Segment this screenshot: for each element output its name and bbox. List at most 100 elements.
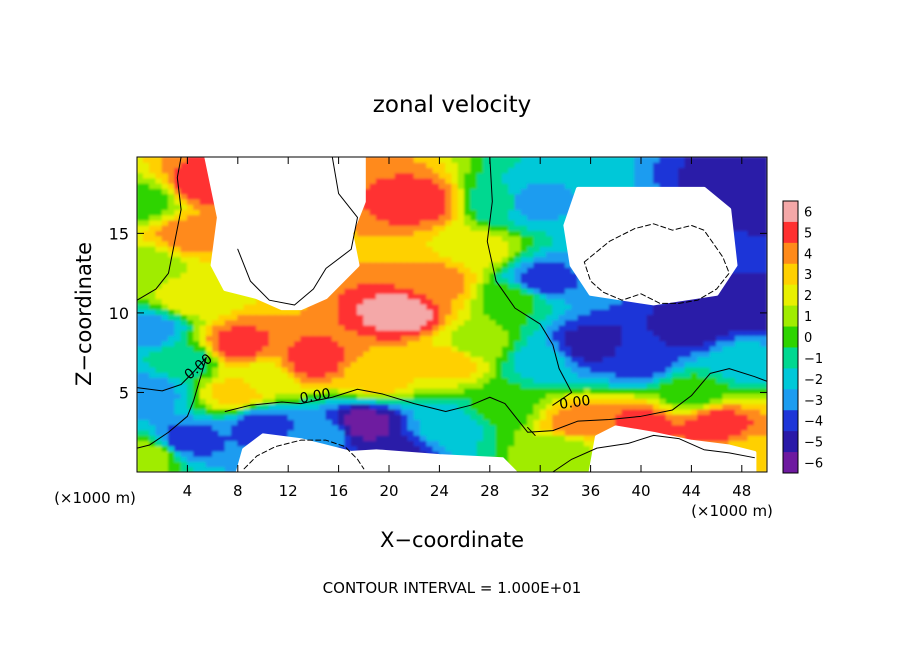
- field-cell: [161, 303, 169, 310]
- field-cell: [653, 314, 661, 321]
- field-cell: [256, 413, 264, 420]
- field-cell: [470, 440, 478, 447]
- field-cell: [621, 172, 629, 179]
- field-cell: [583, 298, 592, 305]
- field-cell: [300, 413, 308, 420]
- field-cell: [388, 314, 396, 321]
- field-cell: [256, 361, 264, 368]
- field-cell: [218, 335, 226, 342]
- field-cell: [438, 392, 447, 399]
- field-cell: [520, 224, 529, 231]
- field-cell: [325, 429, 333, 436]
- field-cell: [174, 461, 182, 468]
- field-cell: [451, 203, 459, 210]
- field-cell: [508, 245, 516, 252]
- field-cell: [369, 224, 377, 231]
- field-cell: [527, 345, 535, 352]
- field-cell: [363, 356, 371, 363]
- field-cell: [268, 366, 277, 373]
- field-cell: [640, 413, 648, 420]
- field-cell: [161, 340, 169, 347]
- field-cell: [161, 282, 169, 289]
- field-cell: [401, 261, 409, 268]
- field-cell: [445, 335, 453, 342]
- field-cell: [552, 272, 560, 279]
- field-cell: [646, 167, 655, 174]
- field-cell: [590, 392, 598, 399]
- field-cell: [432, 224, 440, 231]
- field-cell: [596, 172, 604, 179]
- field-cell: [533, 314, 541, 321]
- field-cell: [319, 319, 327, 326]
- field-cell: [495, 419, 503, 426]
- field-cell: [571, 335, 579, 342]
- field-cell: [583, 345, 592, 352]
- field-cell: [155, 398, 163, 405]
- field-cell: [539, 188, 547, 195]
- field-cell: [577, 172, 585, 179]
- field-cell: [426, 440, 434, 447]
- field-cell: [609, 356, 617, 363]
- field-cell: [319, 398, 327, 405]
- field-cell: [508, 419, 516, 426]
- field-cell: [514, 177, 522, 184]
- field-cell: [149, 314, 157, 321]
- field-cell: [432, 324, 440, 331]
- field-cell: [476, 303, 484, 310]
- field-cell: [218, 429, 226, 436]
- field-cell: [533, 256, 541, 263]
- field-cell: [369, 408, 377, 415]
- field-cell: [552, 382, 560, 389]
- field-cell: [527, 377, 535, 384]
- field-cell: [161, 403, 169, 410]
- field-cell: [205, 282, 214, 289]
- field-cell: [174, 371, 182, 378]
- field-cell: [212, 277, 220, 284]
- field-cell: [401, 329, 409, 336]
- field-cell: [256, 303, 264, 310]
- field-cell: [149, 188, 157, 195]
- field-cell: [363, 177, 371, 184]
- field-cell: [168, 235, 176, 242]
- field-cell: [627, 172, 636, 179]
- field-cell: [149, 350, 157, 357]
- field-cell: [533, 298, 541, 305]
- field-cell: [407, 282, 415, 289]
- field-cell: [464, 319, 472, 326]
- field-cell: [325, 361, 333, 368]
- field-cell: [501, 161, 510, 168]
- field-cell: [394, 371, 403, 378]
- field-cell: [476, 256, 484, 263]
- field-cell: [186, 350, 195, 357]
- field-cell: [615, 377, 623, 384]
- field-cell: [483, 261, 491, 268]
- field-cell: [382, 240, 390, 247]
- field-cell: [438, 434, 447, 441]
- field-cell: [495, 224, 503, 231]
- field-cell: [552, 245, 560, 252]
- field-cell: [590, 403, 598, 410]
- field-cell: [583, 335, 592, 342]
- field-cell: [470, 203, 478, 210]
- field-cell: [174, 466, 182, 472]
- field-cell: [508, 392, 516, 399]
- field-cell: [388, 161, 396, 168]
- field-cell: [420, 230, 428, 237]
- field-cell: [457, 293, 466, 300]
- field-cell: [489, 235, 497, 242]
- field-cell: [413, 345, 421, 352]
- field-cell: [382, 403, 390, 410]
- field-cell: [483, 177, 491, 184]
- field-cell: [193, 461, 201, 468]
- field-cell: [558, 392, 566, 399]
- field-cell: [438, 235, 447, 242]
- field-cell: [155, 392, 163, 399]
- field-cell: [514, 172, 522, 179]
- field-cell: [142, 440, 151, 447]
- field-cell: [457, 424, 466, 431]
- field-cell: [489, 298, 497, 305]
- field-cell: [413, 193, 421, 200]
- field-cell: [426, 361, 434, 368]
- field-cell: [527, 172, 535, 179]
- field-cell: [520, 403, 529, 410]
